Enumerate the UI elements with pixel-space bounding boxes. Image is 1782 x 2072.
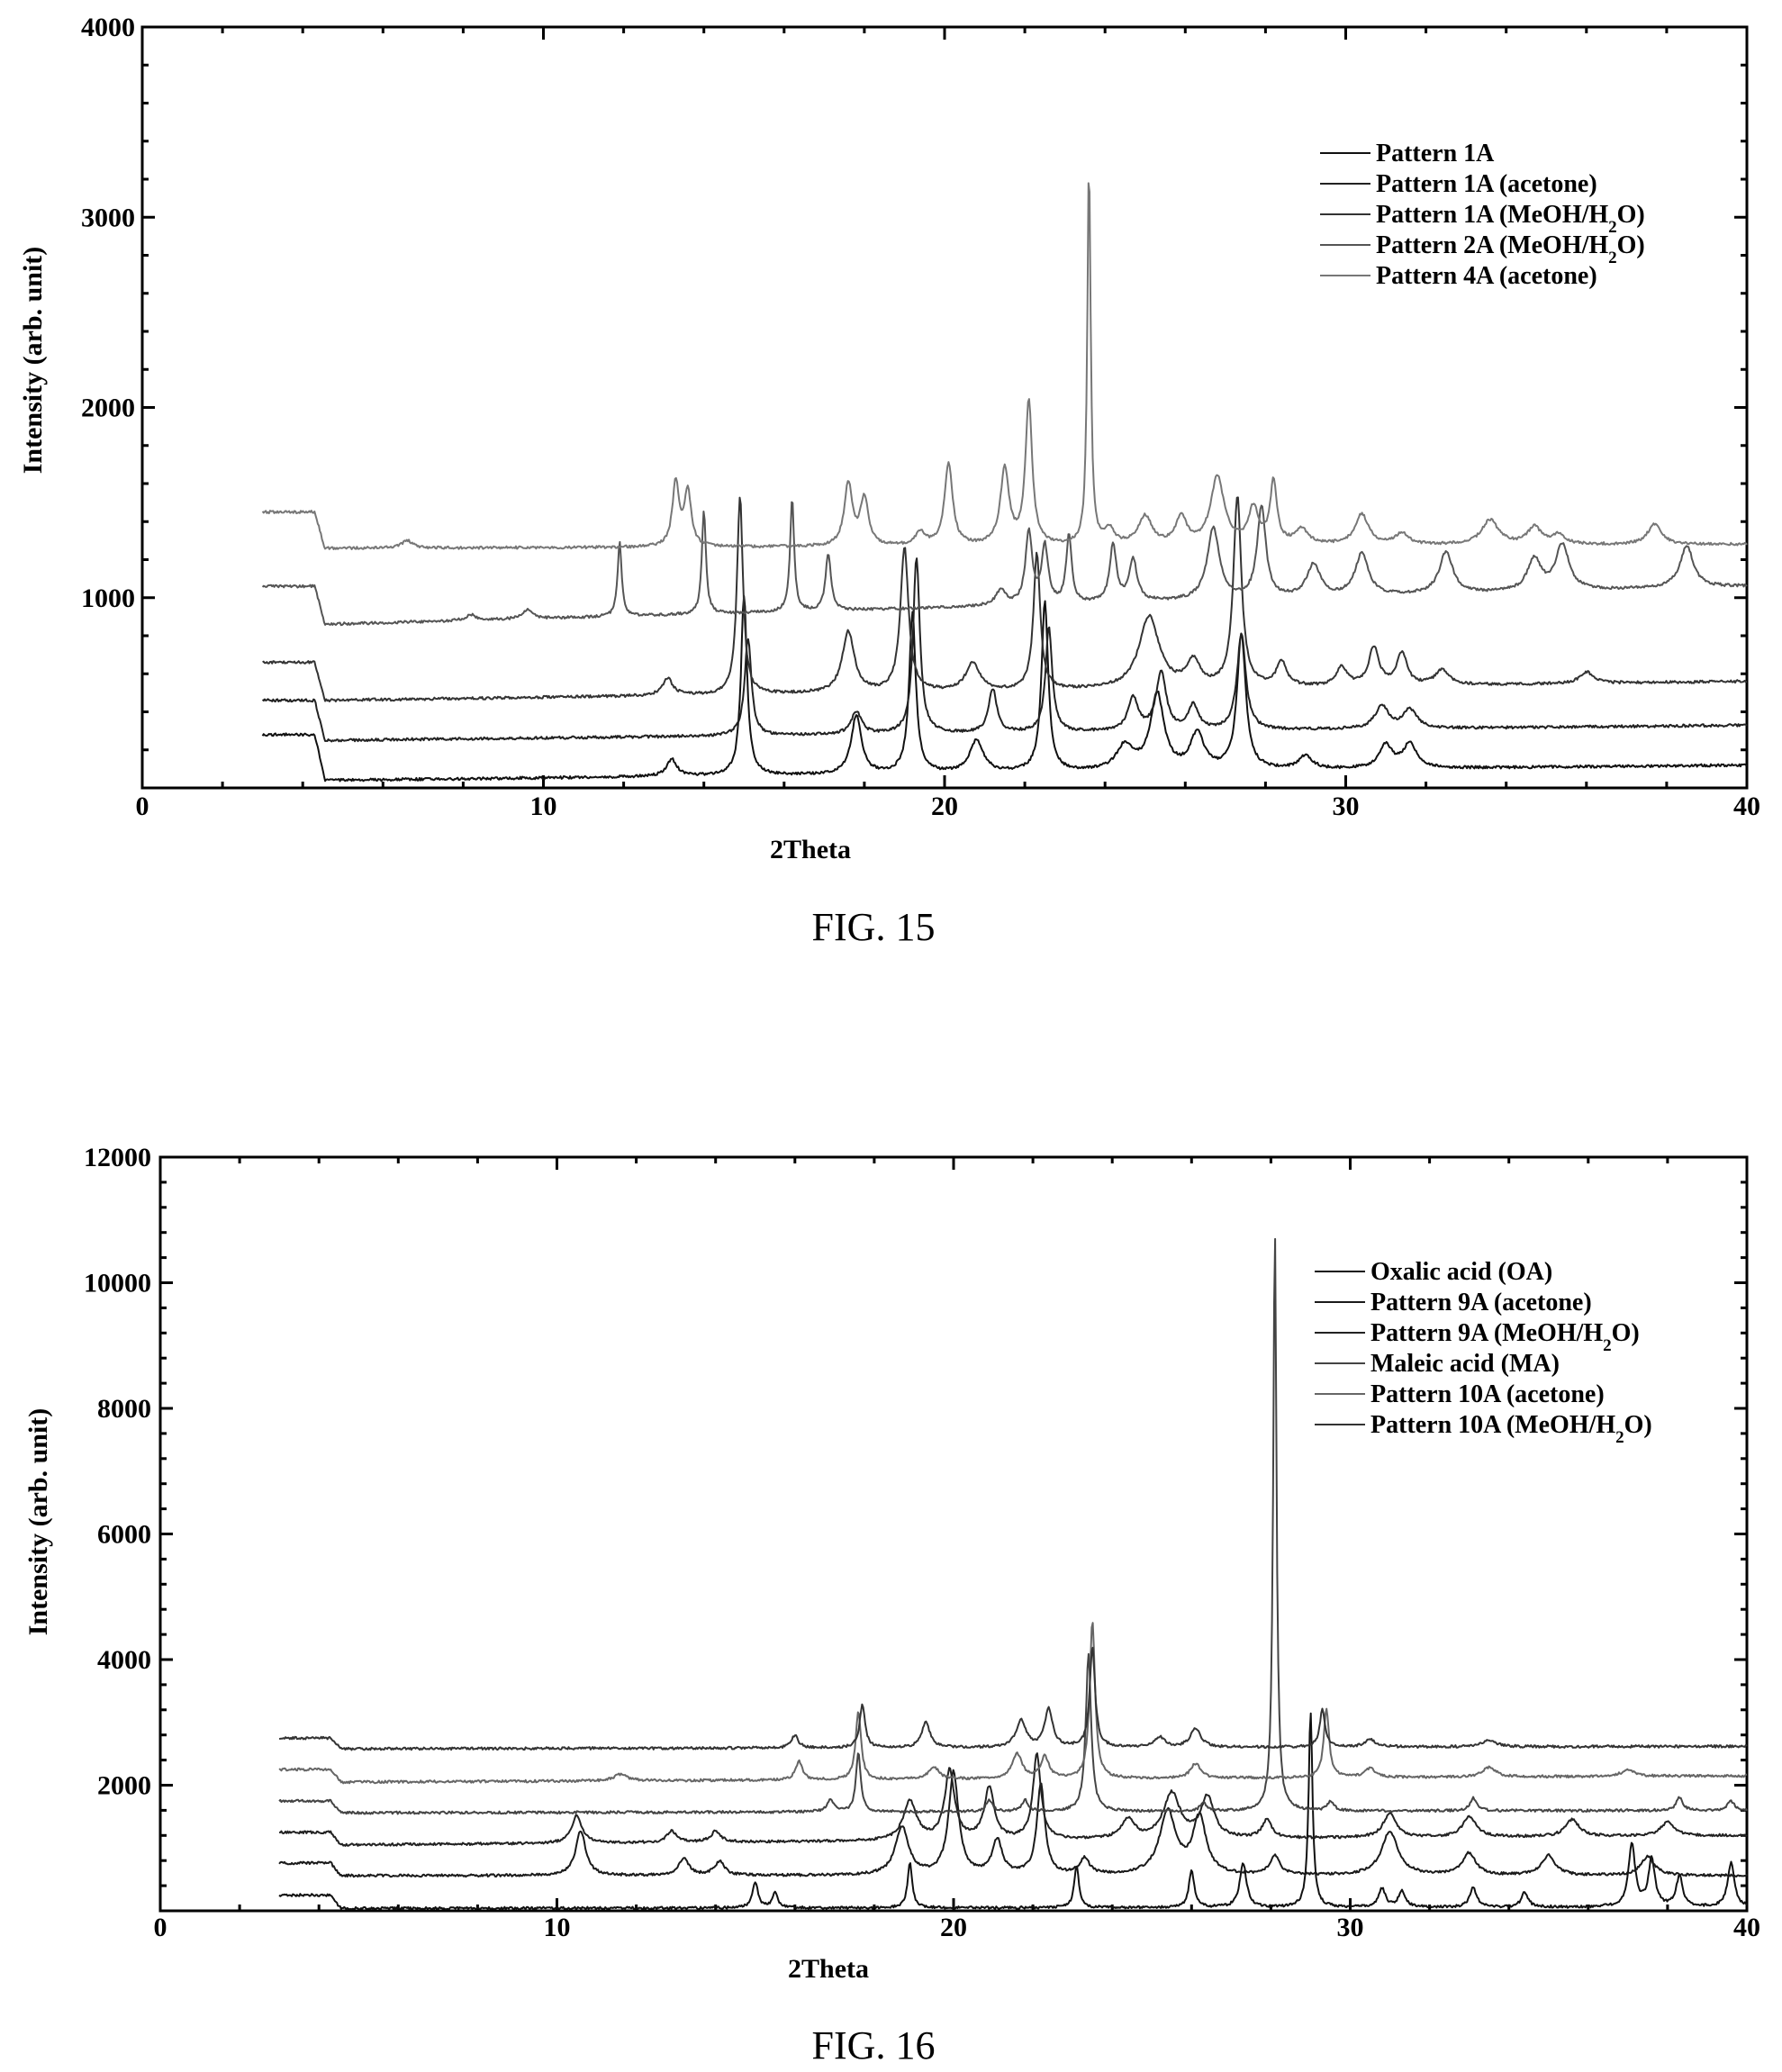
series-line-4 — [261, 501, 1748, 627]
x-tick-label: 30 — [1337, 1913, 1364, 1942]
legend-label: Pattern 10A (MeOH/H2O) — [1370, 1411, 1652, 1447]
series-line-3 — [262, 496, 1748, 702]
tick-labels: 0 10 20 30 40 2000 4000 6000 8000 10000 12000 — [84, 1143, 1760, 1942]
legend-label: Pattern 1A — [1376, 140, 1495, 167]
series-line-5 — [278, 1622, 1748, 1785]
x-tick-label: 20 — [940, 1913, 967, 1942]
legend-label: Pattern 1A (acetone) — [1376, 170, 1597, 198]
series-line-6 — [278, 1646, 1748, 1751]
figure-caption: FIG. 15 — [812, 905, 936, 949]
y-tick-label: 3000 — [81, 203, 135, 232]
y-tick-label: 4000 — [81, 13, 135, 42]
x-tick-label: 40 — [1733, 792, 1760, 821]
y-tick-label: 8000 — [97, 1394, 151, 1424]
series-line-5 — [261, 182, 1748, 550]
x-tick-label: 10 — [530, 792, 557, 821]
x-tick-label: 10 — [544, 1913, 571, 1942]
y-axis-label: Intensity (arb. unit) — [23, 1408, 53, 1636]
y-tick-label: 2000 — [81, 394, 135, 423]
axis-ticks — [140, 25, 1749, 788]
x-axis-label: 2Theta — [770, 835, 851, 864]
y-tick-label: 6000 — [97, 1520, 151, 1550]
x-tick-label: 0 — [154, 1913, 167, 1942]
figure-caption: FIG. 16 — [812, 2023, 936, 2067]
x-tick-label: 40 — [1733, 1913, 1760, 1942]
plot-frame — [140, 25, 1749, 790]
legend-label: Oxalic acid (OA) — [1370, 1258, 1552, 1286]
legend: Oxalic acid (OA) Pattern 9A (acetone) Patt… — [1315, 1258, 1652, 1447]
series-line-1 — [278, 1712, 1748, 1911]
x-tick-label: 20 — [931, 792, 958, 821]
y-tick-label: 4000 — [97, 1645, 151, 1675]
series-group — [278, 1237, 1748, 1911]
series-line-2 — [261, 557, 1748, 743]
y-tick-label: 1000 — [81, 584, 135, 613]
legend-label: Maleic acid (MA) — [1370, 1350, 1560, 1378]
y-tick-label: 2000 — [97, 1771, 151, 1801]
x-axis-label: 2Theta — [788, 1954, 869, 1984]
series-line-3 — [278, 1752, 1748, 1847]
legend-label: Pattern 9A (acetone) — [1370, 1289, 1592, 1316]
series-line-2 — [278, 1769, 1748, 1878]
legend-label: Pattern 10A (acetone) — [1370, 1380, 1605, 1408]
series-line-4 — [278, 1237, 1748, 1815]
chart-fig15: 0 10 20 30 40 1000 2000 3000 4000 Pattern 1A Patt… — [18, 13, 1760, 949]
y-tick-label: 12000 — [84, 1143, 151, 1172]
legend-label: Pattern 4A (acetone) — [1376, 262, 1597, 290]
x-tick-label: 0 — [136, 792, 149, 821]
axis-ticks — [158, 1155, 1749, 1911]
chart-fig16: 0 10 20 30 40 2000 4000 6000 8000 10000 12000 Oxal… — [23, 1143, 1760, 2067]
y-tick-label: 10000 — [84, 1269, 151, 1298]
series-group — [261, 182, 1748, 783]
x-tick-label: 30 — [1333, 792, 1360, 821]
y-axis-label: Intensity (arb. unit) — [18, 247, 48, 475]
series-line-1 — [261, 594, 1748, 783]
tick-labels: 0 10 20 30 40 1000 2000 3000 4000 — [81, 13, 1760, 821]
